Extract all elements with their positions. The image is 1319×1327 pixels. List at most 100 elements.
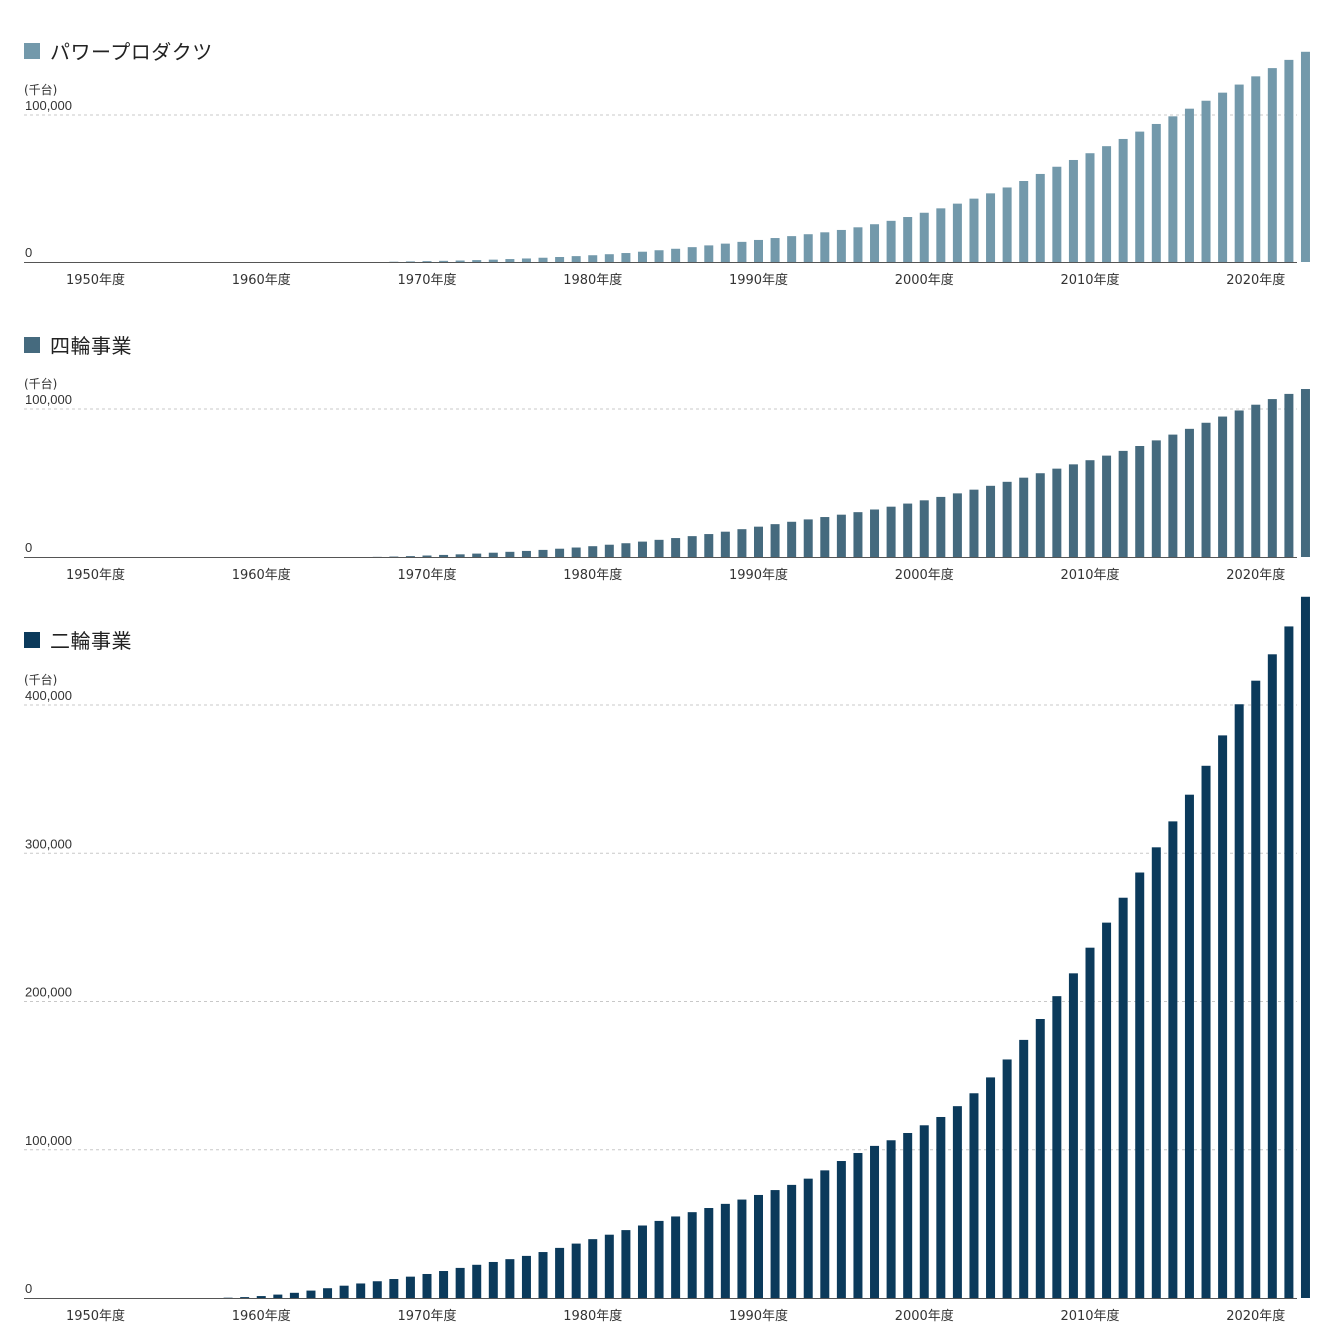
bar <box>1218 735 1228 1298</box>
bar <box>1284 59 1294 262</box>
bar <box>986 1077 996 1298</box>
bar <box>1102 146 1112 262</box>
bar <box>986 485 996 557</box>
bar <box>405 556 415 557</box>
bar <box>439 554 449 557</box>
bar <box>1300 596 1310 1298</box>
x-tick-label: 1970年度 <box>397 567 456 583</box>
bar <box>969 489 979 557</box>
bar <box>1135 131 1145 262</box>
bar <box>1267 399 1277 557</box>
bar <box>969 198 979 262</box>
bar <box>571 1243 581 1298</box>
bar <box>820 517 830 557</box>
bar <box>1035 173 1045 262</box>
bar <box>1184 794 1194 1298</box>
x-tick-label: 1990年度 <box>729 1308 788 1324</box>
x-tick-label: 1960年度 <box>232 272 291 288</box>
x-tick-label: 1950年度 <box>66 272 125 288</box>
bar <box>886 1140 896 1298</box>
bar <box>439 1271 449 1298</box>
bar <box>1135 446 1145 557</box>
bar <box>704 1208 714 1298</box>
bar <box>1184 108 1194 262</box>
bar <box>1085 947 1095 1298</box>
bar <box>405 1276 415 1298</box>
bar <box>803 519 813 557</box>
bar <box>936 496 946 557</box>
bar <box>306 1290 316 1298</box>
bar <box>754 526 763 557</box>
bar <box>936 208 946 262</box>
bar <box>803 234 813 262</box>
bar <box>737 1199 747 1298</box>
y-tick-label: 200,000 <box>25 985 72 1000</box>
y-unit-label: (千台) <box>24 672 57 687</box>
bar <box>903 217 913 262</box>
bar <box>1052 468 1062 557</box>
bar <box>604 254 614 262</box>
bar <box>604 1234 614 1298</box>
bar <box>1002 1059 1012 1298</box>
bar <box>1135 872 1145 1298</box>
y-tick-label: 0 <box>25 1281 32 1296</box>
bar <box>853 1153 863 1298</box>
bar <box>422 555 432 557</box>
bar <box>787 236 797 262</box>
bar <box>836 229 846 262</box>
x-tick-label: 2000年度 <box>895 272 954 288</box>
bar <box>1068 973 1078 1298</box>
bar <box>1019 477 1029 557</box>
bar <box>704 534 714 557</box>
bar <box>654 250 664 262</box>
bar <box>472 1264 482 1298</box>
bar <box>1052 166 1062 262</box>
bar <box>720 531 730 557</box>
bar <box>1251 680 1261 1298</box>
bar <box>919 212 929 262</box>
bar <box>455 260 465 262</box>
bar <box>637 251 647 262</box>
bar <box>820 1170 830 1298</box>
bar <box>555 548 565 557</box>
bar <box>1102 922 1112 1298</box>
bar <box>422 261 432 262</box>
bar <box>538 1252 548 1298</box>
bar <box>1118 450 1128 557</box>
bar <box>1201 100 1211 262</box>
bar <box>621 253 631 262</box>
x-tick-label: 2010年度 <box>1060 1308 1119 1324</box>
bar <box>853 227 863 262</box>
bar <box>588 255 598 262</box>
bar <box>555 1247 565 1298</box>
bar <box>422 1273 432 1298</box>
chart-title: パワープロダクツ <box>50 40 213 64</box>
y-tick-label: 100,000 <box>25 392 72 407</box>
chart-title: 二輪事業 <box>50 629 132 653</box>
legend-swatch <box>24 631 40 648</box>
legend-swatch <box>24 336 40 353</box>
chart-plot: 0 100,000(千台) 1950年度 1960年度 1970年度 1980年度 1990… <box>24 51 1310 288</box>
bar <box>737 241 747 262</box>
bar <box>1151 123 1161 262</box>
x-tick-label: 1970年度 <box>397 1308 456 1324</box>
bar <box>1068 464 1078 557</box>
bar <box>671 1216 681 1298</box>
y-tick-label: 400,000 <box>25 688 72 703</box>
bar <box>952 493 962 557</box>
bar <box>1300 389 1310 557</box>
bar <box>1234 84 1244 262</box>
bar <box>687 247 697 262</box>
bar <box>604 544 614 557</box>
bar <box>372 1281 382 1298</box>
automobile-chart: 四輪事業 0 100,000 (千台) 1950年度 1960年度 1970年度 1980年… <box>0 295 1319 590</box>
bar <box>505 1259 515 1298</box>
bar <box>671 248 681 262</box>
bar <box>903 503 913 557</box>
bar <box>273 1294 283 1298</box>
x-tick-label: 1970年度 <box>397 272 456 288</box>
bar <box>1102 455 1112 557</box>
y-tick-label: 100,000 <box>25 1133 72 1148</box>
bar <box>787 1184 797 1298</box>
bar <box>952 203 962 262</box>
